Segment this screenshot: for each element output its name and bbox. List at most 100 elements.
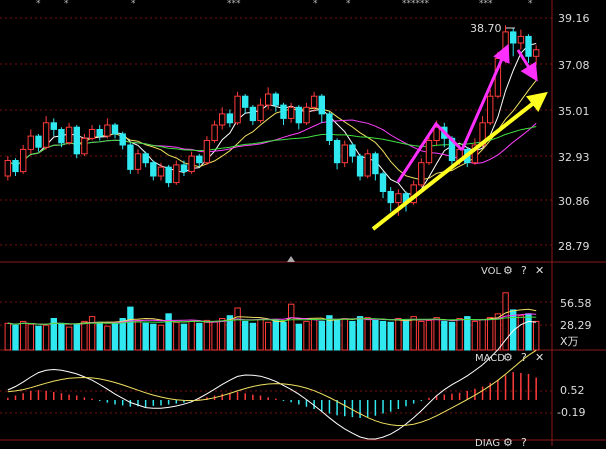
event-marker[interactable]: * <box>528 0 533 9</box>
volume-bar <box>12 324 19 351</box>
price-tick: 39.16 <box>558 12 590 25</box>
volume-bar <box>387 321 394 351</box>
candle <box>379 173 387 193</box>
volume-bar <box>395 318 402 351</box>
macd-dif-line <box>7 320 537 440</box>
candle <box>88 129 96 139</box>
peak-price-label: 38.70 <box>470 22 502 35</box>
volume-bar <box>379 320 387 351</box>
price-tick: 30.86 <box>558 195 590 208</box>
volume-bar <box>127 306 134 351</box>
volume-bar <box>295 323 303 351</box>
volume-bar <box>119 318 126 351</box>
volume-bar <box>165 313 172 351</box>
event-marker[interactable]: * <box>313 0 318 9</box>
volume-bar <box>318 320 326 351</box>
candle <box>27 135 35 150</box>
volume-bar <box>196 322 203 351</box>
candle <box>272 93 280 106</box>
volume-bar <box>272 319 280 351</box>
volume-bar <box>533 320 540 351</box>
volume-bar <box>58 322 65 351</box>
volume-bar <box>20 320 27 351</box>
vol-tick: 28.29 <box>560 319 592 332</box>
volume-bar <box>65 326 73 351</box>
price-tick: 32.93 <box>558 151 590 164</box>
candle <box>349 144 356 157</box>
price-tick: 35.01 <box>558 105 590 118</box>
volume-bar <box>27 323 35 351</box>
event-marker[interactable]: * <box>36 0 41 9</box>
volume-bar <box>433 317 440 351</box>
collapse-toggle-icon[interactable] <box>287 256 295 262</box>
wave-magenta-line <box>396 121 464 183</box>
top-marker-row: * * * *** * * ****** *** * <box>0 0 550 10</box>
candle <box>333 140 341 164</box>
macd-close-icon[interactable]: ✕ <box>535 351 545 364</box>
event-marker[interactable]: *** <box>227 0 241 9</box>
vol-ma20-line <box>7 316 537 325</box>
bottom-settings-gear-icon[interactable]: ⚙ <box>503 436 513 449</box>
candle <box>134 153 142 170</box>
macd-dea-line <box>7 349 537 427</box>
event-marker[interactable]: *** <box>479 0 493 9</box>
volume-bar <box>341 318 349 351</box>
volume-bar <box>326 315 333 351</box>
volume-bar <box>88 316 96 351</box>
volume-bar <box>280 321 287 351</box>
candle <box>525 35 532 57</box>
candle <box>356 155 364 177</box>
macd-help-icon[interactable]: ? <box>521 351 527 364</box>
candle <box>418 162 425 186</box>
candle <box>119 133 126 146</box>
volume-bar <box>356 316 364 351</box>
volume-bar <box>188 320 195 351</box>
event-marker[interactable]: * <box>64 0 69 9</box>
price-tick: 28.79 <box>558 240 590 253</box>
candle <box>20 148 27 173</box>
event-marker[interactable]: ****** <box>402 0 429 9</box>
volume-bar <box>310 319 318 351</box>
event-marker[interactable]: * <box>131 0 136 9</box>
vol-help-icon[interactable]: ? <box>521 264 527 277</box>
volume-bar <box>418 320 425 351</box>
candle <box>4 160 11 177</box>
volume-bar <box>525 313 532 351</box>
ma60-line <box>7 126 537 167</box>
volume-bar <box>448 321 456 351</box>
vol-close-icon[interactable]: ✕ <box>535 264 545 277</box>
volume-bar <box>464 316 471 351</box>
volume-bar <box>471 320 479 351</box>
event-marker[interactable]: * <box>346 0 351 9</box>
vol-panel-title: VOL <box>481 266 502 277</box>
candle <box>58 129 65 144</box>
candle <box>150 162 157 177</box>
bottom-panel-title: DIAG <box>475 438 501 449</box>
volume-bar <box>234 307 241 351</box>
uptrend-yellow-arrow <box>371 91 548 231</box>
candle <box>265 93 272 106</box>
volume-bar <box>410 316 417 351</box>
volume-bar <box>96 321 103 351</box>
candle <box>326 113 333 142</box>
volume-bar <box>288 303 295 351</box>
bottom-help-icon[interactable]: ? <box>521 436 527 449</box>
candle <box>165 166 172 184</box>
volume-bar <box>517 315 525 351</box>
volume-bar <box>219 318 226 351</box>
volume-bar <box>249 322 257 351</box>
macd-settings-gear-icon[interactable]: ⚙ <box>503 351 513 364</box>
candle <box>471 144 479 164</box>
candle <box>111 124 119 135</box>
candle <box>425 140 433 164</box>
candle <box>35 135 42 148</box>
volume-bar <box>104 325 111 351</box>
vol-settings-gear-icon[interactable]: ⚙ <box>503 264 513 277</box>
price-tick: 37.08 <box>558 59 590 72</box>
volume-bar <box>142 322 149 351</box>
candle <box>180 164 188 172</box>
volume-bar <box>402 319 410 351</box>
candle <box>257 104 264 122</box>
